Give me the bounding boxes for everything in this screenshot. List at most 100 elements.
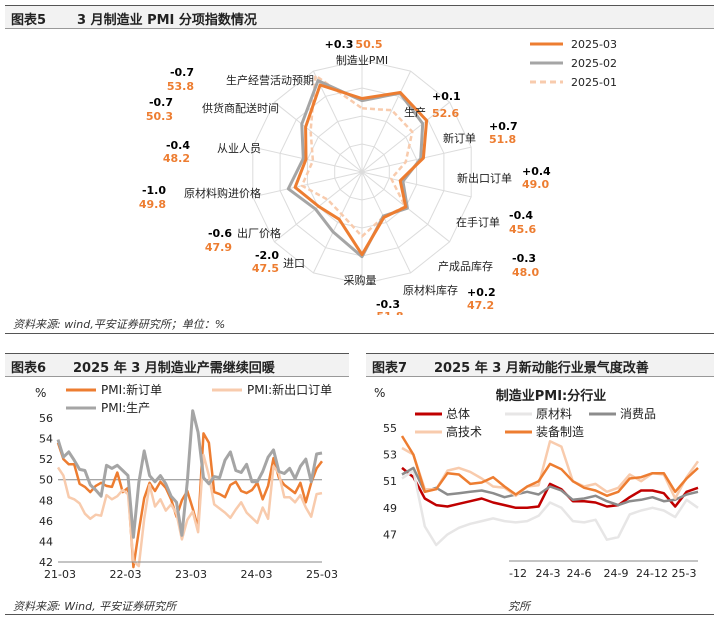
legend-label: 总体 [446, 407, 470, 421]
radar-change-label: +0.7 [489, 120, 518, 133]
radar-change-label: -1.0 [142, 184, 166, 197]
radar-axis-label: 产成品库存 [438, 259, 493, 273]
series-line-装备制造 [400, 435, 699, 498]
radar-spoke [252, 171, 363, 198]
radar-change-label: +0.2 [467, 286, 496, 299]
radar-spoke [361, 101, 450, 173]
series-line-PMI:生产 [56, 409, 323, 539]
radar-change-label: -0.7 [149, 96, 173, 109]
x-tick-label: 24-6 [567, 567, 592, 580]
y-tick-label: 51 [383, 475, 397, 488]
radar-value-label: 48.2 [163, 152, 190, 165]
fig6-title: 2025 年 3 月制造业产需继续回暖 [73, 361, 275, 376]
x-tick-label: 21-03 [44, 568, 76, 581]
radar-change-label: -0.3 [512, 252, 536, 265]
radar-spoke [312, 171, 363, 274]
legend-label: 2025-02 [571, 57, 617, 70]
y-tick-label: 50 [39, 474, 53, 487]
radar-axis-label: 生产 [404, 105, 426, 119]
radar-axis-label: 出厂价格 [237, 226, 281, 240]
series-line-原材料 [401, 469, 699, 547]
radar-change-label: +0.1 [432, 90, 461, 103]
x-tick-label: 22-03 [110, 568, 142, 581]
fig6-header: 图表6 2025 年 3 月制造业产需继续回暖 [5, 353, 349, 377]
radar-value-label: 49.8 [139, 198, 166, 211]
fig7-line-chart: % 制造业PMI:分行业 47 49 51 53 55 -12 24-3 24-6 24-9 24-1… [374, 386, 700, 593]
fig5-source: 资料来源: wind,平安证券研究所；单位：% [13, 318, 226, 331]
radar-axis-label: 制造业PMI [336, 53, 388, 67]
radar-spoke [361, 171, 412, 274]
y-tick-label: 44 [39, 535, 53, 548]
radar-value-label: 52.6 [432, 107, 459, 120]
y-tick-label: 46 [39, 515, 53, 528]
y-tick-label: 55 [383, 422, 397, 435]
x-tick-label: 24-12 [636, 567, 668, 580]
x-tick-label: 25-03 [306, 568, 338, 581]
chart-title: 制造业PMI:分行业 [496, 388, 607, 404]
radar-axis-label: 进口 [283, 257, 305, 270]
radar-spoke [274, 101, 363, 173]
radar-axis-label: 供货商配送时间 [202, 101, 279, 115]
y-axis-unit: % [374, 386, 385, 400]
radar-value-label: 49.0 [522, 178, 549, 191]
radar-axis-label: 生产经营活动预期 [226, 73, 314, 87]
radar-spoke [312, 70, 363, 173]
fig5-title: 3 月制造业 PMI 分项指数情况 [77, 13, 257, 28]
radar-value-label: 50.3 [146, 110, 173, 123]
radar-value-label: 50.5 [355, 38, 382, 51]
fig6-line-chart: % 42 44 46 48 50 52 54 56 21-03 22-03 23-03 24-03 25-… [35, 382, 338, 581]
radar-axis-label: 在手订单 [456, 215, 500, 229]
radar-value-label: 47.2 [467, 299, 494, 312]
y-tick-label: 56 [39, 412, 53, 425]
radar-series-2025-03 [293, 83, 429, 257]
radar-change-label: +0.3 [325, 38, 354, 51]
fig7-number: 图表7 [372, 361, 408, 376]
y-axis-unit: % [35, 386, 46, 400]
x-tick-label: 24-3 [536, 567, 561, 580]
radar-value-label: 47.9 [205, 241, 232, 254]
legend-label: 消费品 [620, 407, 656, 421]
radar-spoke [361, 70, 412, 173]
radar-axis-label: 采购量 [344, 273, 377, 287]
legend-label: 2025-03 [571, 38, 617, 51]
y-tick-label: 52 [39, 453, 53, 466]
radar-axis-label: 从业人员 [217, 142, 261, 155]
y-tick-label: 54 [39, 433, 53, 446]
radar-change-label: -0.4 [166, 139, 190, 152]
legend-label: 2025-01 [571, 76, 617, 89]
y-tick-label: 53 [383, 449, 397, 462]
radar-value-label: 48.0 [512, 266, 539, 279]
radar-change-label: -0.3 [376, 298, 400, 311]
series-line-高技术 [401, 440, 700, 500]
fig5-header: 图表5 3 月制造业 PMI 分项指数情况 [5, 5, 714, 29]
bottom-rule [5, 614, 714, 615]
y-tick-label: 48 [39, 494, 53, 507]
radar-axis-label: 新订单 [443, 131, 476, 145]
radar-value-label: 53.8 [167, 80, 194, 93]
fig5-bottom-rule [5, 333, 714, 334]
fig5-number: 图表5 [11, 13, 47, 28]
x-tick-label: 23-03 [175, 568, 207, 581]
fig6-number: 图表6 [11, 361, 47, 376]
x-tick-label: -12 [509, 567, 527, 580]
series-line-总体 [401, 466, 699, 510]
x-axis-mask [379, 558, 509, 593]
radar-change-label: -2.0 [255, 249, 279, 262]
fig7-header: 图表7 2025 年 3 月新动能行业景气度改善 [366, 353, 714, 377]
series-line-消费品 [401, 466, 699, 507]
legend-label: 高技术 [446, 424, 482, 439]
legend-label: PMI:生产 [101, 401, 150, 415]
x-tick-label: 25-3 [672, 567, 697, 580]
radar-value-label: 45.6 [509, 223, 536, 236]
radar-value-label: 51.8 [376, 310, 403, 315]
x-tick-label: 24-03 [241, 568, 273, 581]
y-tick-label: 49 [383, 502, 397, 515]
radar-spoke [361, 171, 472, 198]
legend-label: PMI:新订单 [101, 382, 162, 397]
y-tick-label: 47 [383, 528, 397, 541]
radar-change-label: -0.6 [208, 227, 232, 240]
fig7-source-tail: 究所 [508, 600, 530, 613]
radar-series-2025-01 [300, 74, 414, 238]
radar-series-2025-02 [286, 79, 425, 259]
y-tick-label: 42 [39, 556, 53, 569]
